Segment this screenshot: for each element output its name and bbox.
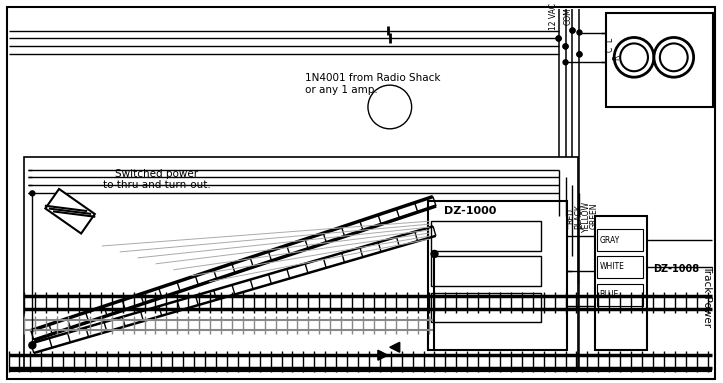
Bar xyxy=(597,284,643,306)
Bar xyxy=(432,293,541,322)
Circle shape xyxy=(563,44,568,49)
Bar xyxy=(427,201,567,350)
Text: COM: COM xyxy=(564,8,573,26)
Bar xyxy=(597,229,643,251)
Text: DZ-1000: DZ-1000 xyxy=(445,206,497,216)
Bar xyxy=(607,13,714,107)
Text: BLACK: BLACK xyxy=(574,204,583,229)
Circle shape xyxy=(29,342,36,349)
Bar xyxy=(597,256,643,278)
Text: 1N4001 from Radio Shack
or any 1 amp.: 1N4001 from Radio Shack or any 1 amp. xyxy=(305,73,441,95)
Circle shape xyxy=(577,52,582,57)
Circle shape xyxy=(563,44,568,49)
Text: WHITE: WHITE xyxy=(599,262,624,271)
Bar xyxy=(25,157,578,370)
Bar xyxy=(432,256,541,286)
Polygon shape xyxy=(390,342,400,352)
Polygon shape xyxy=(378,350,388,360)
Circle shape xyxy=(620,43,648,71)
Circle shape xyxy=(577,30,582,35)
Text: Switched power
to thru and turn-out.: Switched power to thru and turn-out. xyxy=(103,169,210,190)
Circle shape xyxy=(556,36,561,41)
Circle shape xyxy=(577,52,582,57)
Text: BLUE: BLUE xyxy=(599,290,619,299)
Text: YELLOW: YELLOW xyxy=(582,201,591,232)
Circle shape xyxy=(570,28,575,33)
Text: 12 VAC: 12 VAC xyxy=(549,3,558,30)
Text: GREEN: GREEN xyxy=(590,203,599,229)
Circle shape xyxy=(654,38,693,77)
Circle shape xyxy=(570,28,575,33)
Text: GRAY: GRAY xyxy=(599,236,620,244)
Circle shape xyxy=(660,43,688,71)
Circle shape xyxy=(368,85,411,129)
Bar xyxy=(595,216,647,350)
Circle shape xyxy=(615,38,654,77)
Circle shape xyxy=(30,191,35,196)
Text: Track Power: Track Power xyxy=(703,265,713,327)
Text: C  L: C L xyxy=(606,37,615,52)
Polygon shape xyxy=(46,189,95,234)
Bar xyxy=(432,221,541,251)
Circle shape xyxy=(431,250,438,257)
Circle shape xyxy=(563,60,568,65)
Text: DZ-1008: DZ-1008 xyxy=(653,264,699,274)
Circle shape xyxy=(556,36,561,41)
Text: RED: RED xyxy=(566,208,575,224)
Text: R: R xyxy=(612,55,622,60)
